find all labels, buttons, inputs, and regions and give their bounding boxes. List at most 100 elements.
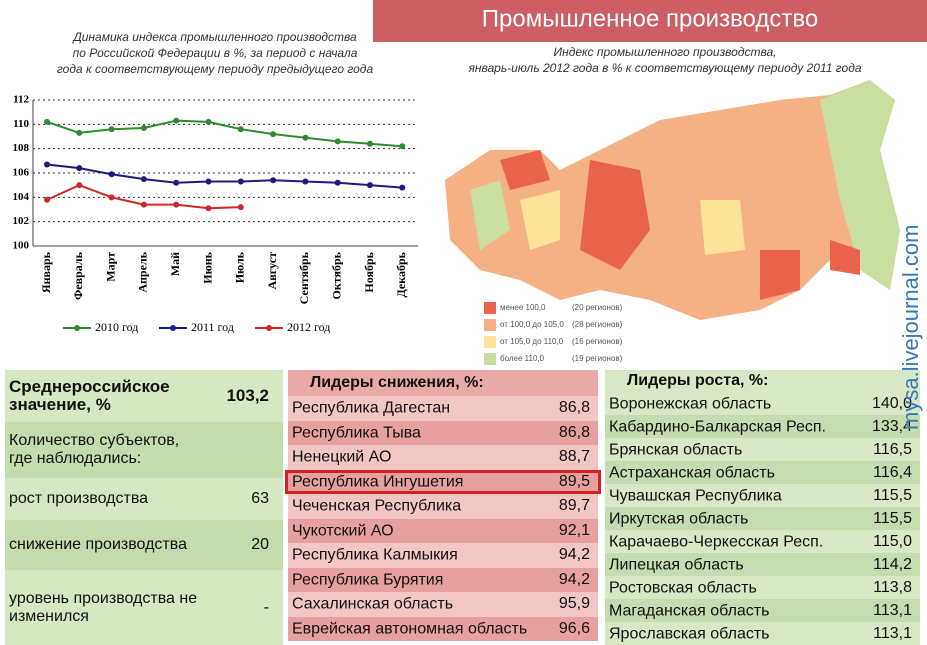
row-label: Республика Ингушетия	[292, 473, 464, 491]
row-value: 113,1	[873, 601, 912, 619]
decline-row: Ненецкий АО 88,7	[288, 445, 598, 470]
row-value: 95,9	[558, 595, 590, 613]
row-label: снижение производства	[9, 536, 187, 553]
row-label: Чукотский АО	[292, 522, 394, 540]
y-tick-label: 100	[13, 240, 30, 252]
growth-row: Магаданская область 113,1	[605, 599, 920, 622]
row-label: Кабардино-Балкарская Респ.	[609, 418, 826, 435]
decline-row: Еврейская автономная область 96,6	[288, 616, 598, 641]
row-label: Республика Калмыкия	[292, 546, 458, 564]
table-title: Лидеры снижения, %:	[310, 374, 484, 391]
legend-swatch	[484, 336, 496, 348]
data-point	[334, 138, 341, 145]
data-point	[140, 201, 147, 208]
row-label: рост производства	[9, 490, 149, 507]
series-line	[46, 119, 403, 148]
data-point	[44, 118, 50, 125]
row-value: 116,5	[873, 440, 912, 458]
data-point	[270, 131, 277, 138]
growth-row: Воронежская область 140,0	[605, 392, 920, 415]
legend-label: 2012 год	[287, 320, 330, 334]
legend-label: от 105,0 до 110,0	[500, 337, 564, 346]
chart-title: Динамика индекса промышленного производс…	[71, 30, 357, 44]
data-point	[173, 201, 180, 208]
row-value: 94,2	[558, 570, 590, 588]
row-label: Республика Бурятия	[292, 571, 444, 589]
legend-count: (16 регионов)	[572, 337, 623, 346]
x-tick-label: Ноябрь	[362, 251, 376, 292]
growth-row: Брянская область 116,5	[605, 438, 920, 461]
row-label: Количество субъектов, где наблюдались:	[9, 432, 180, 467]
row-value: 133,4	[871, 417, 912, 435]
data-point	[108, 171, 115, 178]
data-point	[76, 129, 83, 136]
row-value: 116,4	[873, 463, 912, 481]
map-title: Индекс промышленного производства,	[554, 45, 777, 59]
row-value: 115,5	[873, 486, 912, 504]
x-tick-label: Декабрь	[394, 251, 408, 297]
row-label: уровень производства не изменился	[9, 589, 198, 625]
decline-row: Республика Калмыкия 94,2	[288, 543, 598, 568]
data-point	[108, 126, 115, 133]
growth-row: Ярославская область 113,1	[605, 622, 920, 645]
row-label: Воронежская область	[609, 395, 772, 412]
growth-table: Лидеры роста, %: Воронежская область 140,0…	[605, 370, 920, 645]
data-point	[302, 178, 309, 185]
growth-row: Кабардино-Балкарская Респ. 133,4	[605, 415, 920, 438]
row-label: Республика Дагестан	[292, 399, 451, 417]
x-tick-label: Январь	[39, 251, 53, 293]
row-value: 140,0	[871, 394, 912, 412]
y-tick-label: 110	[13, 118, 29, 130]
data-point	[270, 177, 277, 184]
growth-row: Чувашская Республика 115,5	[605, 484, 920, 507]
row-label: Липецкая область	[609, 556, 744, 573]
legend-label: от 100,0 до 105,0	[500, 320, 564, 329]
row-label: Еврейская автономная область	[292, 620, 528, 638]
data-point	[399, 143, 406, 150]
row-value: 96,6	[558, 619, 590, 637]
row-value: 92,1	[558, 521, 590, 539]
legend-marker	[266, 325, 272, 331]
data-point	[205, 205, 212, 212]
table-header: Лидеры снижения, %:	[288, 370, 598, 396]
y-tick-label: 106	[13, 167, 30, 179]
decline-row: Сахалинская область 95,9	[288, 592, 598, 617]
x-tick-label: Октябрь	[329, 251, 343, 299]
data-point	[140, 176, 147, 183]
y-tick-label: 104	[13, 191, 30, 203]
legend-swatch	[484, 353, 496, 365]
x-tick-label: Февраль	[71, 251, 85, 300]
data-point	[108, 194, 115, 201]
row-label: Иркутская область	[609, 510, 749, 527]
row-value: -	[263, 598, 269, 616]
row-label: Магаданская область	[609, 602, 770, 619]
legend-label: 2010 год	[95, 320, 138, 334]
row-value: 94,2	[558, 546, 590, 564]
x-tick-label: Июль	[233, 251, 247, 283]
data-point	[237, 178, 244, 185]
chart-title: года к соответствующему периоду предыдущ…	[57, 62, 374, 76]
data-point	[237, 126, 244, 133]
decline-table: Лидеры снижения, %: Республика Дагестан 86…	[285, 370, 601, 645]
summary-table: Среднероссийское значение, % 103,2 Количес…	[5, 370, 283, 645]
x-tick-label: Сентябрь	[297, 251, 311, 304]
data-point	[367, 182, 373, 189]
x-tick-label: Март	[103, 252, 117, 282]
russia-map	[445, 80, 900, 320]
decline-row: Республика Бурятия 94,2	[288, 567, 598, 592]
decline-row: Республика Ингушетия 89,5	[285, 469, 601, 494]
legend-swatch	[484, 319, 496, 331]
row-label: Сахалинская область	[292, 595, 454, 613]
legend-swatch	[484, 302, 496, 314]
data-point	[44, 161, 50, 168]
decline-row: Чукотский АО 92,1	[288, 518, 598, 543]
legend-label: 2011 год	[191, 320, 234, 334]
table-title: Лидеры роста, %:	[627, 372, 769, 389]
x-tick-label: Апрель	[136, 251, 150, 292]
series-line	[46, 163, 403, 189]
row-value: 115,0	[873, 532, 912, 550]
row-label: Среднероссийское значение, %	[9, 377, 170, 414]
row-label: Ярославская область	[609, 625, 770, 642]
row-value: 88,7	[558, 448, 590, 466]
